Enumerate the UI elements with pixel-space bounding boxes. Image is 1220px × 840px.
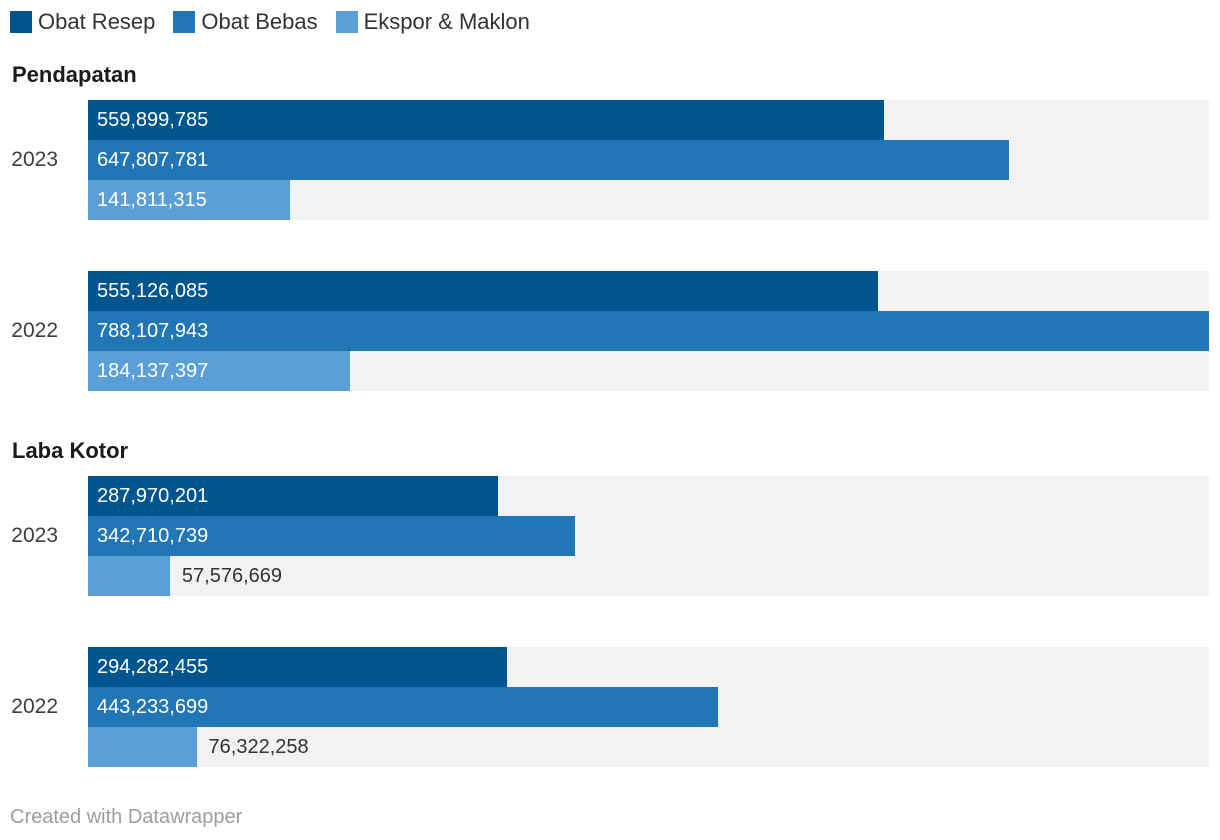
legend-item-obat-resep: Obat Resep [10,11,155,33]
bar-segment: 287,970,201 [88,476,498,516]
bar-track [88,556,1209,596]
bar-value-label: 647,807,781 [97,149,209,171]
bar-row: 443,233,699 [88,687,1209,727]
bar-group: 2023 287,970,201 342,710,739 57,576,669 [0,476,1220,596]
bar-row: 647,807,781 [88,140,1209,180]
category-label: 2022 [11,695,58,718]
bar-segment: 555,126,085 [88,271,878,311]
bar-row: 76,322,258 [88,727,1209,767]
bar-segment: 184,137,397 [88,351,350,391]
bar-row: 294,282,455 [88,647,1209,687]
bar-rows: 294,282,455 443,233,699 76,322,258 [88,647,1209,767]
bar-segment: 294,282,455 [88,647,507,687]
bar-segment [88,556,170,596]
bar-row: 788,107,943 [88,311,1209,351]
category-label: 2023 [11,524,58,547]
bar-segment: 141,811,315 [88,180,290,220]
bar-row: 184,137,397 [88,351,1209,391]
group-label-col: 2023 [0,100,88,220]
bar-group: 2022 294,282,455 443,233,699 76,322,258 [0,647,1220,767]
group-label-col: 2023 [0,476,88,596]
bar-value-label: 184,137,397 [97,360,209,382]
bar-track [88,727,1209,767]
bar-row: 559,899,785 [88,100,1209,140]
bar-value-label: 443,233,699 [97,696,209,718]
bar-value-label: 76,322,258 [208,736,309,758]
bar-segment: 443,233,699 [88,687,719,727]
bar-group: 2022 555,126,085 788,107,943 184,137,397 [0,271,1220,391]
bar-row: 141,811,315 [88,180,1209,220]
section-title: Laba Kotor [12,438,129,463]
chart-credit: Created with Datawrapper [10,806,243,828]
legend-label: Ekspor & Maklon [363,9,530,34]
bar-value-label: 559,899,785 [97,109,209,131]
bar-group: 2023 559,899,785 647,807,781 141,811,315 [0,100,1220,220]
bar-row: 57,576,669 [88,556,1209,596]
group-label-col: 2022 [0,271,88,391]
bar-value-label: 57,576,669 [181,565,282,587]
bar-value-label: 788,107,943 [97,320,209,342]
bar-segment: 647,807,781 [88,140,1010,180]
section-title: Pendapatan [12,62,137,87]
bar-segment: 788,107,943 [88,311,1209,351]
bar-rows: 555,126,085 788,107,943 184,137,397 [88,271,1209,391]
bar-row: 342,710,739 [88,516,1209,556]
category-label: 2022 [11,319,58,342]
bar-segment [88,727,197,767]
group-label-col: 2022 [0,647,88,767]
category-label: 2023 [11,148,58,171]
bar-rows: 559,899,785 647,807,781 141,811,315 [88,100,1209,220]
bar-segment: 559,899,785 [88,100,885,140]
legend: Obat Resep Obat Bebas Ekspor & Maklon [0,0,1220,33]
bar-value-label: 555,126,085 [97,280,209,302]
legend-swatch-icon [335,11,358,33]
bar-row: 555,126,085 [88,271,1209,311]
bar-value-label: 141,811,315 [97,189,207,211]
bar-value-label: 342,710,739 [97,525,209,547]
bar-row: 287,970,201 [88,476,1209,516]
legend-swatch-icon [173,11,196,33]
bar-segment: 342,710,739 [88,516,576,556]
bar-value-label: 294,282,455 [97,656,209,678]
bar-rows: 287,970,201 342,710,739 57,576,669 [88,476,1209,596]
legend-label: Obat Bebas [201,9,318,34]
legend-item-obat-bebas: Obat Bebas [173,9,318,34]
chart-sections: Pendapatan 2023 559,899,785 647,807,781 141,… [0,62,1220,767]
bar-value-label: 287,970,201 [97,485,209,507]
legend-swatch-icon [10,11,32,33]
legend-item-ekspor-maklon: Ekspor & Maklon [335,9,530,34]
legend-label: Obat Resep [38,9,156,34]
